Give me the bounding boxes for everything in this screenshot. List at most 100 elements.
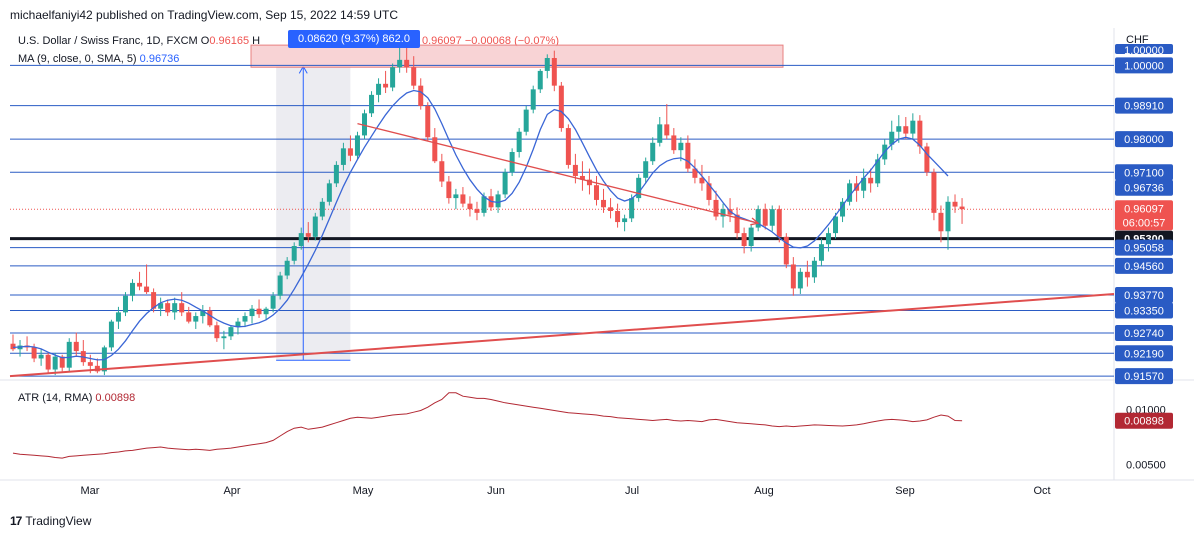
candle-body — [467, 203, 473, 210]
candle-body — [404, 59, 410, 68]
candle-body — [179, 303, 185, 313]
candle-body — [868, 177, 874, 184]
footer-brand[interactable]: 17 TradingView — [10, 514, 91, 528]
candle — [439, 153, 445, 188]
candle — [903, 116, 909, 140]
candle — [362, 109, 367, 140]
candle — [565, 124, 571, 169]
candle-body — [319, 201, 325, 217]
price-axis-label-2: 0.98000 — [1115, 131, 1173, 148]
ma-price-label-text: 0.96736 — [1124, 183, 1164, 195]
price-axis-label-10-bg — [1115, 345, 1173, 362]
candle — [298, 227, 304, 250]
candle — [678, 137, 684, 162]
price-label-top-partial-bg — [1115, 44, 1173, 54]
candle-body — [73, 341, 79, 352]
candle — [699, 164, 705, 191]
candle — [94, 358, 100, 374]
candle — [833, 212, 839, 239]
candle — [615, 203, 621, 228]
candle — [720, 203, 726, 228]
descending-trendline — [357, 122, 759, 224]
candle — [291, 242, 297, 265]
candle-body — [875, 159, 881, 184]
candle — [931, 168, 937, 221]
candle-body — [706, 183, 712, 200]
candle-body — [172, 303, 178, 313]
candle — [558, 81, 564, 132]
candle — [502, 168, 508, 199]
candle — [45, 352, 51, 374]
price-axis-label-9-bg — [1115, 325, 1173, 342]
candle — [818, 238, 824, 267]
candle — [326, 179, 332, 206]
candle — [333, 161, 339, 188]
candle-body — [741, 233, 747, 247]
price-axis-label-7: 0.93770 — [1115, 287, 1173, 304]
candle — [692, 159, 698, 184]
candle — [17, 340, 23, 357]
candle-body — [825, 233, 831, 245]
candle-body — [425, 105, 431, 138]
candle — [242, 312, 248, 328]
candle — [601, 188, 607, 213]
candle — [425, 102, 431, 141]
candle-body — [818, 244, 824, 261]
candle — [811, 257, 817, 283]
candle-body — [439, 161, 445, 182]
candle — [467, 196, 473, 217]
candle-body — [847, 183, 853, 202]
candle — [340, 142, 346, 171]
candle-body — [572, 164, 578, 176]
candle — [861, 168, 867, 199]
candle-body — [186, 312, 192, 322]
candle-body — [108, 321, 114, 348]
candle-body — [720, 209, 726, 217]
candle-body — [130, 282, 136, 296]
candle — [537, 69, 543, 94]
candle — [572, 153, 578, 184]
candle — [636, 174, 642, 202]
atr-line — [12, 392, 963, 459]
price-axis-label-0: 1.00000 — [1115, 57, 1173, 74]
candle — [474, 201, 480, 221]
candle — [383, 70, 389, 94]
candle-body — [833, 216, 839, 234]
countdown-value: 06:00:57 — [1123, 217, 1166, 229]
candle — [319, 198, 325, 221]
candle-body — [615, 211, 621, 223]
candle-body — [397, 59, 403, 68]
candle — [748, 223, 754, 252]
publisher-line: michaelfaniyi42 published on TradingView… — [10, 8, 399, 22]
price-axis-label-0-text: 1.00000 — [1124, 60, 1164, 72]
candle-body — [685, 142, 691, 169]
candle-body — [629, 198, 635, 219]
candle-body — [516, 131, 522, 153]
atr-last-label-bg — [1115, 412, 1173, 429]
legend-open-value: 0.96165 — [209, 35, 250, 47]
candle — [706, 175, 712, 206]
price-axis-label-6-text: 0.94560 — [1124, 261, 1164, 273]
price-axis-label-8-bg — [1115, 302, 1173, 319]
candle-body — [917, 120, 923, 147]
candle — [24, 336, 30, 352]
candle-body — [664, 124, 670, 136]
candle — [593, 175, 599, 206]
candle — [847, 179, 853, 206]
legend-open-label: O — [200, 35, 210, 47]
ma-legend: MA (9, close, 0, SMA, 5) 0.96736 — [18, 53, 179, 65]
candle — [952, 194, 958, 213]
candle — [256, 299, 262, 318]
candle-body — [608, 207, 614, 211]
candle-body — [643, 161, 649, 178]
price-axis-label-5-bg — [1115, 239, 1173, 256]
price-axis-label-2-bg — [1115, 131, 1173, 148]
candle — [608, 198, 614, 219]
candle — [144, 264, 150, 294]
candle-body — [495, 194, 501, 208]
measure-range-shade — [276, 65, 351, 361]
candle — [397, 43, 403, 73]
price-axis-label-3-text: 0.97100 — [1124, 167, 1164, 179]
candle — [200, 305, 206, 324]
